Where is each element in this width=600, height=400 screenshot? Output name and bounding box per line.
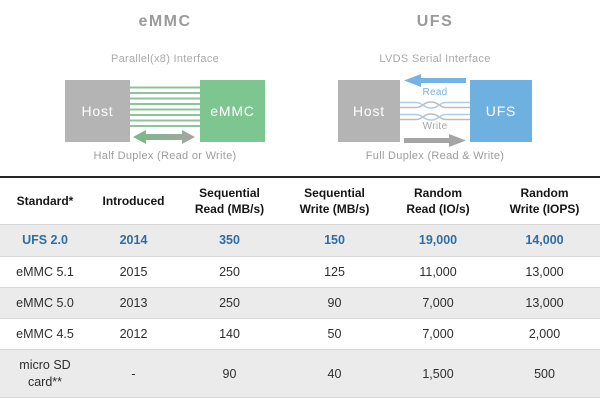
table-cell: 140 [177,318,282,350]
table-row-ufs-2-0: UFS 2.0 2014 350 150 19,000 14,000 [0,224,600,257]
ufs-host-box: Host [338,80,400,142]
half-duplex-arrow-icon [133,130,195,144]
emmc-host-label: Host [81,103,114,119]
table-cell: 40 [282,349,387,398]
read-arrow-icon [404,74,466,87]
ufs-host-label: Host [353,103,385,119]
ufs-device-box: UFS [470,80,532,142]
table-cell: 50 [282,318,387,350]
ufs-device-label: UFS [485,103,517,119]
table-cell: 90 [282,286,387,319]
table-cell: 2,000 [489,318,600,350]
table-cell: 125 [282,255,387,288]
ufs-title: UFS [416,13,454,30]
table-cell: 7,000 [387,318,489,350]
table-cell: 500 [489,349,600,398]
ufs-interface-label: LVDS Serial Interface [379,53,491,65]
ufs-diagram-panel: UFS LVDS Serial Interface Host UFS Read … [300,0,600,176]
column-header-random-read: Random Read (IO/s) [387,177,489,226]
table-cell: UFS 2.0 [0,224,90,257]
emmc-device-box: eMMC [200,80,265,142]
write-arrow-icon [404,134,466,147]
column-header-standard: Standard* [0,177,90,226]
column-header-seq-write: Sequential Write (MB/s) [282,177,387,226]
table-cell: 13,000 [489,286,600,319]
table-cell: 2013 [90,286,177,319]
table-cell: 11,000 [387,255,489,288]
table-cell: 250 [177,255,282,288]
table-cell: 19,000 [387,224,489,257]
table-cell: 350 [177,224,282,257]
table-cell: 150 [282,224,387,257]
table-cell: eMMC 5.1 [0,255,90,288]
full-duplex-label: Full Duplex (Read & Write) [365,150,505,162]
diagram-section: eMMC Parallel(x8) Interface Host eMMC [0,0,600,176]
table-row-emmc-5-1: eMMC 5.1 2015 250 125 11,000 13,000 [0,255,600,288]
twisted-pair-lines-icon [400,101,470,121]
table-cell: 2015 [90,255,177,288]
table-cell: eMMC 5.0 [0,286,90,319]
half-duplex-label: Half Duplex (Read or Write) [93,150,237,162]
table-cell: - [90,349,177,398]
table-row-emmc-4-5: eMMC 4.5 2012 140 50 7,000 2,000 [0,318,600,350]
write-label: Write [422,121,448,132]
table-row-micro-sd: micro SD card** - 90 40 1,500 500 [0,349,600,398]
table-cell: 250 [177,286,282,319]
table-cell: 14,000 [489,224,600,257]
read-label: Read [422,87,448,98]
emmc-host-box: Host [65,80,130,142]
table-cell: 90 [177,349,282,398]
emmc-interface-label: Parallel(x8) Interface [110,53,220,65]
parallel-lines-icon [130,86,200,127]
table-cell: 2014 [90,224,177,257]
table-cell: eMMC 4.5 [0,318,90,350]
table-cell: 7,000 [387,286,489,319]
table-cell: 2012 [90,318,177,350]
column-header-seq-read: Sequential Read (MB/s) [177,177,282,226]
column-header-random-write: Random Write (IOPS) [489,177,600,226]
table-row-emmc-5-0: eMMC 5.0 2013 250 90 7,000 13,000 [0,286,600,319]
spec-table: Standard* Introduced Sequential Read (MB… [0,176,600,398]
emmc-diagram-panel: eMMC Parallel(x8) Interface Host eMMC [0,0,300,176]
table-cell: micro SD card** [0,349,90,398]
column-header-introduced: Introduced [90,177,177,226]
table-cell: 1,500 [387,349,489,398]
table-cell: 13,000 [489,255,600,288]
table-header-row: Standard* Introduced Sequential Read (MB… [0,177,600,226]
emmc-title: eMMC [138,13,192,30]
emmc-device-label: eMMC [210,103,255,119]
